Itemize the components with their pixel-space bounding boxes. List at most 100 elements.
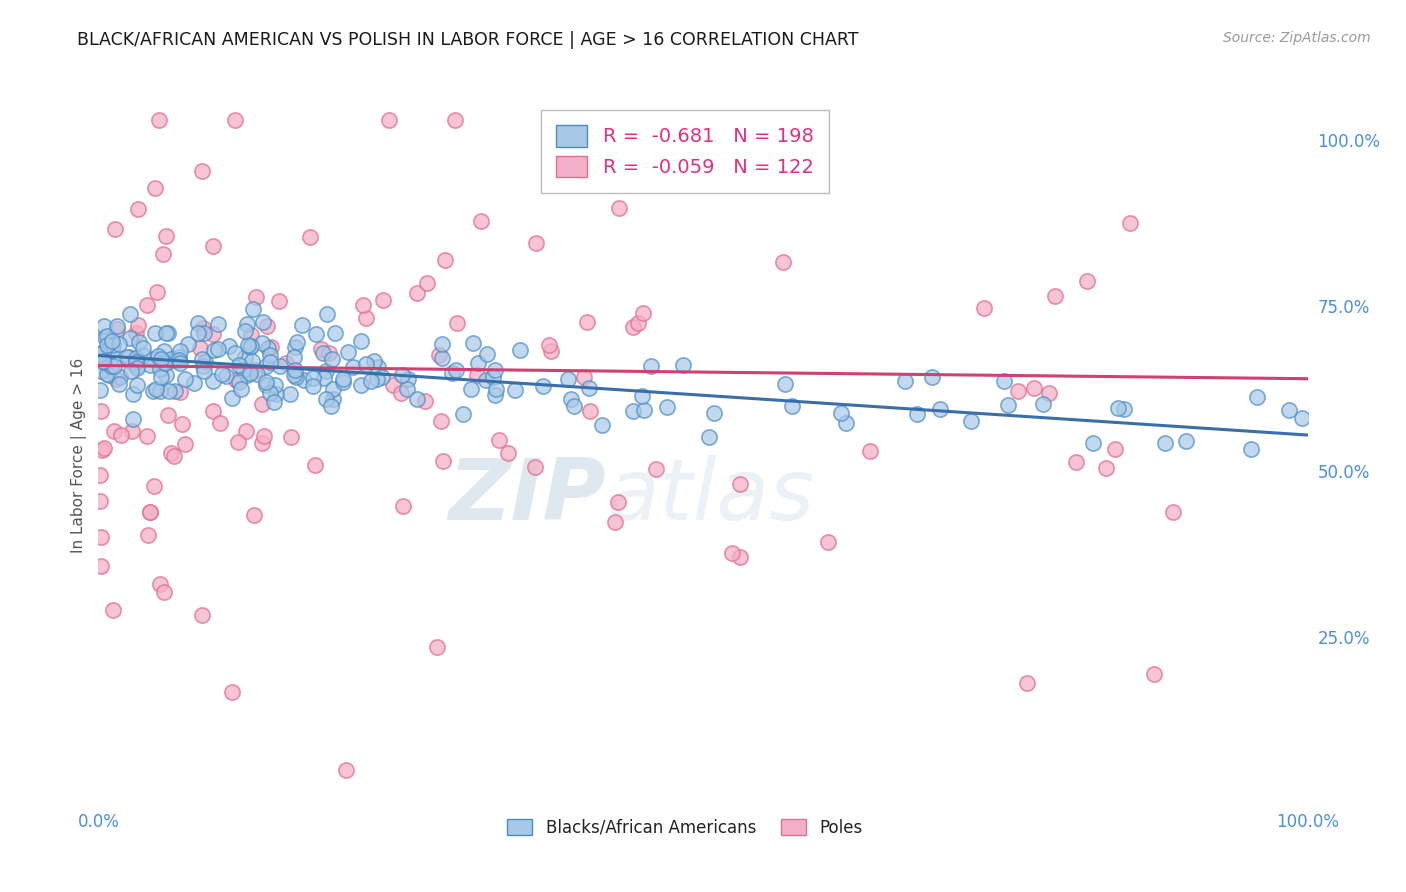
Point: [373, 293, 395, 308]
Point: [233, 351, 256, 365]
Legend: Blacks/African Americans, Poles: Blacks/African Americans, Poles: [501, 812, 869, 843]
Point: [432, 454, 454, 468]
Point: [391, 500, 413, 514]
Point: [1104, 442, 1126, 457]
Point: [127, 318, 149, 332]
Point: [142, 352, 165, 367]
Point: [350, 334, 373, 348]
Point: [263, 378, 285, 392]
Point: [607, 495, 630, 509]
Point: [110, 427, 132, 442]
Point: [283, 368, 305, 382]
Point: [108, 337, 131, 351]
Point: [90, 364, 112, 378]
Point: [631, 389, 654, 403]
Point: [159, 351, 181, 366]
Point: [321, 352, 343, 367]
Point: [239, 328, 262, 343]
Point: [460, 382, 482, 396]
Text: BLACK/AFRICAN AMERICAN VS POLISH IN LABOR FORCE | AGE > 16 CORRELATION CHART: BLACK/AFRICAN AMERICAN VS POLISH IN LABO…: [77, 31, 859, 49]
Point: [104, 372, 127, 386]
Point: [284, 340, 307, 354]
Point: [406, 392, 429, 406]
Point: [342, 360, 364, 375]
Point: [167, 350, 190, 364]
Point: [292, 373, 315, 387]
Point: [122, 411, 145, 425]
Point: [1143, 667, 1166, 681]
Point: [301, 379, 323, 393]
Point: [125, 378, 148, 392]
Point: [773, 377, 796, 392]
Point: [173, 436, 195, 450]
Point: [127, 202, 149, 216]
Point: [370, 370, 392, 384]
Point: [496, 446, 519, 460]
Point: [1038, 385, 1060, 400]
Point: [578, 381, 600, 395]
Point: [235, 425, 257, 439]
Point: [314, 370, 336, 384]
Point: [125, 351, 148, 365]
Point: [285, 370, 308, 384]
Point: [484, 388, 506, 402]
Point: [332, 375, 354, 389]
Point: [332, 372, 354, 386]
Point: [389, 386, 412, 401]
Point: [260, 340, 283, 354]
Point: [194, 355, 217, 369]
Point: [835, 416, 858, 430]
Point: [929, 401, 952, 416]
Point: [211, 367, 233, 381]
Point: [1112, 402, 1135, 417]
Point: [250, 335, 273, 350]
Point: [103, 424, 125, 438]
Point: [156, 408, 179, 422]
Point: [645, 462, 668, 476]
Point: [240, 339, 263, 353]
Point: [1081, 436, 1104, 450]
Point: [107, 318, 129, 333]
Point: [318, 346, 340, 360]
Point: [149, 384, 172, 399]
Point: [291, 318, 314, 333]
Point: [143, 479, 166, 493]
Point: [90, 442, 112, 457]
Point: [100, 334, 122, 348]
Point: [228, 375, 250, 389]
Point: [323, 326, 346, 340]
Point: [253, 429, 276, 443]
Point: [93, 354, 115, 368]
Point: [152, 355, 174, 369]
Point: [959, 414, 981, 428]
Point: [188, 341, 211, 355]
Point: [90, 404, 112, 418]
Point: [228, 358, 250, 372]
Point: [356, 357, 378, 371]
Point: [350, 378, 373, 392]
Point: [485, 382, 508, 396]
Point: [1076, 275, 1098, 289]
Point: [377, 113, 399, 128]
Point: [169, 344, 191, 359]
Point: [921, 370, 943, 384]
Point: [142, 384, 165, 398]
Point: [461, 335, 484, 350]
Point: [538, 338, 561, 352]
Point: [311, 343, 333, 357]
Point: [572, 369, 595, 384]
Point: [209, 416, 232, 430]
Point: [576, 316, 599, 330]
Point: [104, 222, 127, 236]
Point: [415, 394, 437, 409]
Point: [115, 350, 138, 364]
Point: [446, 316, 468, 330]
Point: [360, 374, 382, 388]
Point: [640, 359, 662, 374]
Point: [557, 372, 579, 386]
Point: [224, 113, 246, 128]
Point: [121, 364, 143, 378]
Point: [89, 468, 111, 483]
Point: [101, 603, 124, 617]
Point: [302, 370, 325, 384]
